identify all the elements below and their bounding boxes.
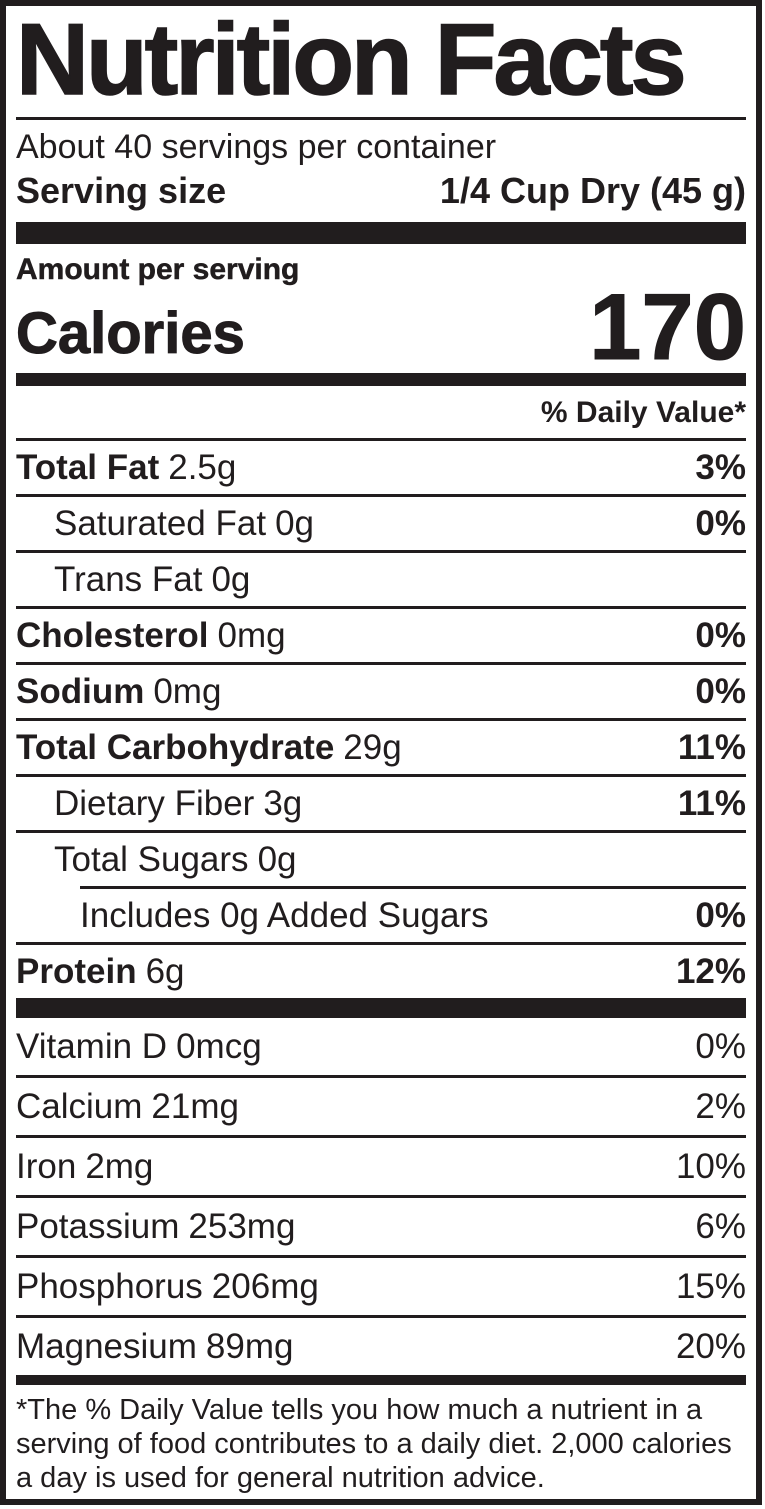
daily-value: 11% (677, 728, 746, 768)
daily-value: 12% (675, 952, 746, 992)
daily-value: 15% (675, 1267, 746, 1307)
nutrient-name-amount: Sodium 0mg (16, 672, 222, 712)
section-bar-top (16, 222, 746, 245)
nutrient-row-dietary-fiber: Dietary Fiber 3g 11% (16, 774, 746, 830)
nutrient-name-amount: Total Carbohydrate 29g (16, 728, 402, 768)
micronutrient-row-calcium: Calcium 21mg 2% (16, 1075, 746, 1135)
daily-value-footnote: *The % Daily Value tells you how much a … (16, 1394, 732, 1495)
daily-value: 0% (695, 1027, 746, 1067)
daily-value: 6% (695, 1207, 746, 1247)
micronutrient-row-iron: Iron 2mg 10% (16, 1135, 746, 1195)
label-title: Nutrition Facts (15, 6, 746, 121)
nutrient-name-amount: Includes 0g Added Sugars (80, 896, 489, 936)
nutrient-name-amount: Cholesterol 0mg (16, 616, 286, 656)
nutrient-row-cholesterol: Cholesterol 0mg 0% (16, 606, 746, 662)
nutrient-row-total-fat: Total Fat 2.5g 3% (16, 438, 746, 494)
nutrient-name-amount: Saturated Fat 0g (54, 504, 315, 544)
nutrient-row-saturated-fat: Saturated Fat 0g 0% (16, 494, 746, 550)
section-bar-footnote (16, 1375, 746, 1386)
nutrient-name-amount: Magnesium 89mg (16, 1327, 294, 1367)
serving-size-row: Serving size 1/4 Cup Dry (45 g) (16, 167, 746, 222)
nutrient-row-sodium: Sodium 0mg 0% (16, 662, 746, 718)
nutrient-name-amount: Calcium 21mg (16, 1087, 239, 1127)
daily-value: 3% (695, 448, 746, 488)
daily-value: 2% (695, 1087, 746, 1127)
calories-value: 170 (589, 274, 747, 380)
nutrient-name-amount: Trans Fat 0g (54, 560, 251, 600)
micronutrient-rows: Vitamin D 0mcg 0% Calcium 21mg 2% Iron 2mg … (16, 1018, 746, 1375)
calories-label: Calories (16, 301, 246, 367)
nutrient-name-amount: Vitamin D 0mcg (16, 1027, 262, 1067)
nutrient-row-protein: Protein 6g 12% (16, 942, 746, 998)
nutrient-row-total-sugars: Total Sugars 0g (16, 830, 746, 886)
serving-size-value: 1/4 Cup Dry (45 g) (439, 170, 746, 212)
daily-value: 0% (695, 616, 746, 656)
servings-per-container: About 40 servings per container (16, 128, 497, 167)
daily-value: 0% (695, 504, 746, 544)
daily-value-header: % Daily Value* (540, 396, 746, 430)
daily-value: 10% (675, 1147, 746, 1187)
nutrient-name-amount: Protein 6g (16, 952, 185, 992)
daily-value: 11% (677, 784, 746, 824)
nutrient-row-total-carbohydrate: Total Carbohydrate 29g 11% (16, 718, 746, 774)
nutrient-name-amount: Total Sugars 0g (54, 840, 297, 880)
nutrient-name-amount: Potassium 253mg (16, 1207, 296, 1247)
nutrient-rows: Total Fat 2.5g 3% Saturated Fat 0g 0% Tran… (16, 438, 746, 998)
micronutrient-row-potassium: Potassium 253mg 6% (16, 1195, 746, 1255)
nutrient-name-amount: Iron 2mg (16, 1147, 154, 1187)
nutrient-row-trans-fat: Trans Fat 0g (16, 550, 746, 606)
nutrient-name-amount: Dietary Fiber 3g (54, 784, 303, 824)
section-bar-micronutrients (16, 998, 746, 1019)
nutrient-name-amount: Total Fat 2.5g (16, 448, 237, 488)
micronutrient-row-phosphorus: Phosphorus 206mg 15% (16, 1255, 746, 1315)
nutrient-name-amount: Phosphorus 206mg (16, 1267, 319, 1307)
micronutrient-row-magnesium: Magnesium 89mg 20% (16, 1315, 746, 1375)
serving-size-label: Serving size (16, 170, 227, 212)
section-bar-calories (16, 373, 746, 387)
daily-value: 0% (695, 672, 746, 712)
nutrient-row-added-sugars: Includes 0g Added Sugars 0% (16, 886, 746, 942)
daily-value: 20% (675, 1327, 746, 1367)
micronutrient-row-vitamin-d: Vitamin D 0mcg 0% (16, 1018, 746, 1075)
calories-row: Calories 170 (16, 274, 747, 380)
daily-value: 0% (695, 896, 746, 936)
amount-per-serving-label: Amount per serving (16, 253, 300, 287)
